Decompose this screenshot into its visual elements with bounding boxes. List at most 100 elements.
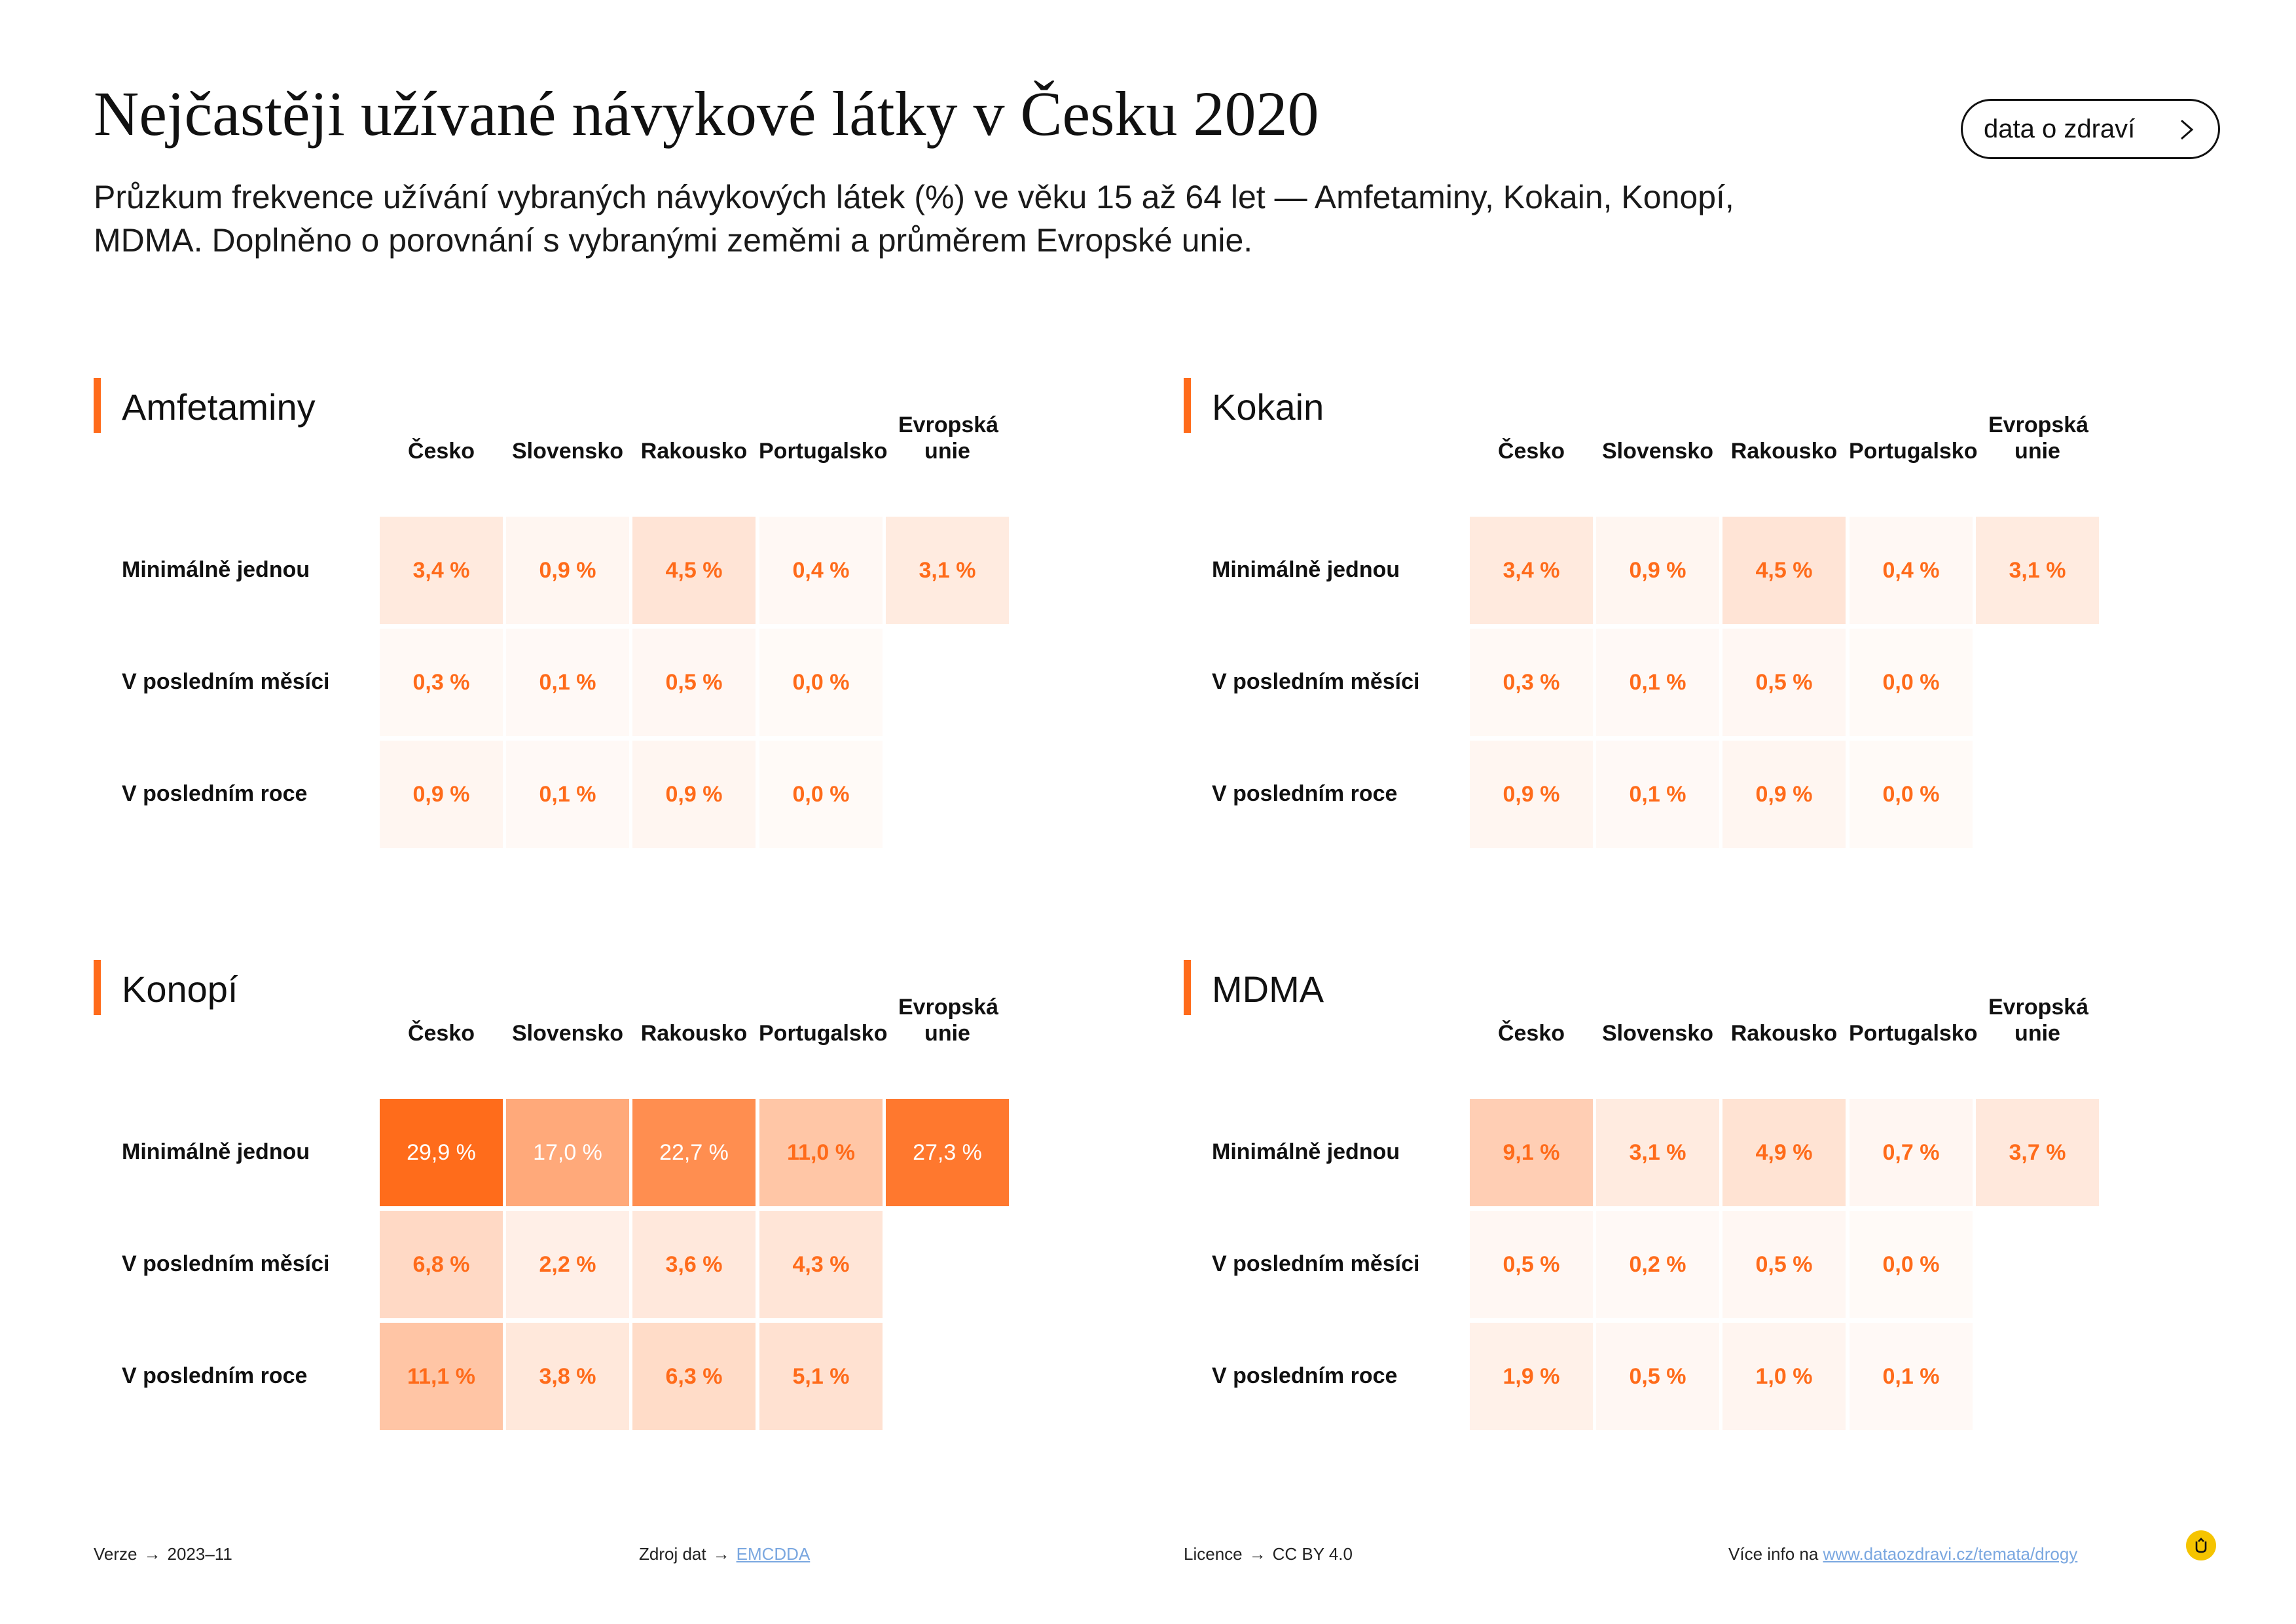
heatmap-cell: 2,2 % [506,1211,629,1318]
heatmap-cell: 6,3 % [632,1323,756,1430]
panel-accent-bar [1184,960,1191,1015]
heatmap-cell: 0,0 % [1850,629,1973,736]
heatmap-cell: 0,4 % [1850,517,1973,624]
heatmap-cell: 0,0 % [759,629,883,736]
column-header-portugalsko: Portugalsko [1849,1021,1978,1046]
more-info-link[interactable]: www.dataozdravi.cz/temata/drogy [1823,1544,2078,1564]
heatmap-cell: 1,9 % [1470,1323,1593,1430]
panel-mdma: MDMA Česko Slovensko Rakousko Portugalsko Evr… [1184,960,2133,1458]
column-header-slovensko: Slovensko [511,439,624,464]
heatmap-cell: 29,9 % [380,1099,503,1206]
source-link[interactable]: EMCDDA [736,1544,811,1564]
column-header-evropska-unie: Evropská unie [898,413,999,464]
heatmap-cell: 0,9 % [1722,741,1846,848]
heatmap-cell: 4,5 % [632,517,756,624]
column-header-slovensko: Slovensko [1601,439,1714,464]
heatmap-cell: 0,3 % [1470,629,1593,736]
heatmap-cell: 3,7 % [1976,1099,2099,1206]
panel-kokain: Kokain Česko Slovensko Rakousko Portugalsko E… [1184,378,2133,876]
footer-version: Verze → 2023–11 [94,1544,232,1564]
panel-amfetaminy: Amfetaminy Česko Slovensko Rakousko Portugal… [94,378,1043,876]
heatmap-cell: 4,5 % [1722,517,1846,624]
column-header-rakousko: Rakousko [640,1021,748,1046]
heatmap-cell: 0,0 % [759,741,883,848]
row-header-v-poslednim-mesici: V posledním měsíci [122,669,330,694]
license-value: CC BY 4.0 [1272,1544,1353,1564]
heatmap-cell: 0,5 % [1722,629,1846,736]
source-label: Zdroj dat [639,1544,706,1564]
heatmap-cell: 11,0 % [759,1099,883,1206]
heatmap-cell: 0,1 % [506,629,629,736]
heatmap-cell: 27,3 % [886,1099,1009,1206]
footer-source: Zdroj dat → EMCDDA [639,1544,810,1564]
heatmap-cell: 1,0 % [1722,1323,1846,1430]
column-header-evropska-unie: Evropská unie [1988,413,2089,464]
heatmap-cell: 22,7 % [632,1099,756,1206]
row-header-v-poslednim-roce: V posledním roce [1212,1363,1398,1388]
brand-logo-icon [2186,1530,2216,1560]
heatmap-cell: 0,1 % [506,741,629,848]
panel-title: MDMA [1212,969,1324,1010]
column-header-cesko: Česko [407,439,475,464]
heatmap-cell: 0,9 % [632,741,756,848]
version-label: Verze [94,1544,137,1564]
heatmap-cell: 6,8 % [380,1211,503,1318]
column-header-slovensko: Slovensko [1601,1021,1714,1046]
page-title: Nejčastěji užívané návykové látky v Česk… [94,79,1319,149]
heatmap-cell: 0,2 % [1596,1211,1719,1318]
heatmap-cell: 0,5 % [1596,1323,1719,1430]
column-header-cesko: Česko [1497,1021,1565,1046]
column-header-portugalsko: Portugalsko [759,439,888,464]
version-value: 2023–11 [167,1544,232,1564]
heatmap-cell: 9,1 % [1470,1099,1593,1206]
column-header-cesko: Česko [407,1021,475,1046]
license-label: Licence [1184,1544,1243,1564]
heatmap-cell: 0,7 % [1850,1099,1973,1206]
heatmap-cell: 0,3 % [380,629,503,736]
heatmap-cell: 5,1 % [759,1323,883,1430]
panel-konopi: Konopí Česko Slovensko Rakousko Portugalsko E… [94,960,1043,1458]
column-header-evropska-unie: Evropská unie [1988,995,2089,1046]
row-header-minimalne-jednou: Minimálně jednou [122,557,310,582]
panel-title: Amfetaminy [122,386,316,428]
column-header-portugalsko: Portugalsko [1849,439,1978,464]
row-header-v-poslednim-mesici: V posledním měsíci [1212,669,1420,694]
heatmap-cell: 4,3 % [759,1211,883,1318]
heatmap-cell: 3,6 % [632,1211,756,1318]
panel-accent-bar [94,960,101,1015]
column-header-portugalsko: Portugalsko [759,1021,888,1046]
heatmap-cell: 0,0 % [1850,741,1973,848]
heatmap-cell: 0,4 % [759,517,883,624]
brand-button-label: data o zdraví [1984,114,2136,143]
panel-accent-bar [1184,378,1191,433]
column-header-rakousko: Rakousko [1730,439,1838,464]
column-header-rakousko: Rakousko [1730,1021,1838,1046]
chevron-right-icon [2181,119,2194,140]
column-header-evropska-unie: Evropská unie [898,995,999,1046]
arrow-right-icon: → [143,1544,161,1564]
heatmap-cell: 0,9 % [1596,517,1719,624]
column-header-cesko: Česko [1497,439,1565,464]
row-header-minimalne-jednou: Minimálně jednou [122,1139,310,1164]
heatmap-cell: 3,4 % [380,517,503,624]
heatmap-cell: 11,1 % [380,1323,503,1430]
heatmap-cell: 0,9 % [380,741,503,848]
arrow-right-icon: → [1248,1544,1266,1564]
arrow-right-icon: → [712,1544,730,1564]
data-o-zdravi-button[interactable]: data o zdraví [1961,99,2220,159]
row-header-v-poslednim-roce: V posledním roce [122,1363,308,1388]
heatmap-cell: 4,9 % [1722,1099,1846,1206]
heatmap-cell: 0,1 % [1596,629,1719,736]
heatmap-cell: 17,0 % [506,1099,629,1206]
column-header-rakousko: Rakousko [640,439,748,464]
heatmap-cell: 0,0 % [1850,1211,1973,1318]
column-header-slovensko: Slovensko [511,1021,624,1046]
heatmap-cell: 0,5 % [632,629,756,736]
heatmap-cell: 0,9 % [506,517,629,624]
panel-accent-bar [94,378,101,433]
row-header-minimalne-jednou: Minimálně jednou [1212,557,1400,582]
row-header-minimalne-jednou: Minimálně jednou [1212,1139,1400,1164]
row-header-v-poslednim-roce: V posledním roce [1212,781,1398,806]
heatmap-cell: 3,8 % [506,1323,629,1430]
heatmap-cell: 0,9 % [1470,741,1593,848]
